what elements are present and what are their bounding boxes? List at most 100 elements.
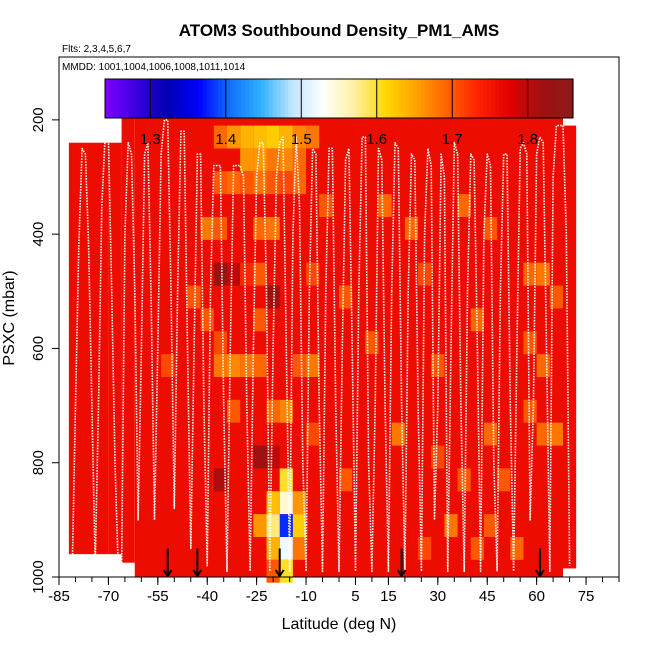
heatmap-cell (213, 262, 227, 286)
heatmap-cell (279, 491, 293, 515)
colorbar-segment (292, 79, 297, 118)
colorbar-segment (183, 79, 188, 118)
colorbar-tick-label: 1.8 (517, 131, 538, 148)
colorbar-segment (264, 79, 270, 118)
heatmap-cell (418, 537, 432, 560)
heatmap-cell (536, 354, 550, 377)
heatmap-cell (240, 125, 254, 149)
colorbar-segment (448, 79, 453, 118)
colorbar-segment (296, 79, 301, 118)
colorbar-segment (167, 79, 172, 118)
flight-track-b (120, 119, 189, 572)
colorbar-segment (108, 79, 114, 118)
heatmap-cell (266, 148, 280, 172)
colorbar-segment (471, 79, 477, 118)
plot-area (68, 102, 577, 583)
colorbar-segment (136, 79, 141, 118)
heatmap-cell (253, 148, 267, 172)
heatmap-cell (457, 468, 471, 492)
heatmap-cell (483, 422, 498, 446)
colorbar-segment (518, 79, 523, 118)
coverage-region (134, 102, 563, 577)
heatmap-cell (549, 422, 563, 446)
heatmap-cell (536, 262, 550, 286)
colorbar-segment (502, 79, 508, 118)
colorbar-segment (253, 79, 258, 118)
heatmap-cell (404, 217, 419, 240)
colorbar-segment (561, 79, 566, 118)
colorbar-segment (452, 79, 457, 118)
colorbar-segment (366, 79, 371, 118)
colorbar-segment (537, 79, 543, 118)
chart-title: ATOM3 Southbound Density_PM1_AMS (179, 21, 500, 40)
colorbar-segment (128, 79, 133, 118)
colorbar-segment (335, 79, 340, 118)
heatmap-cell (292, 171, 307, 195)
heatmap-cell (213, 217, 227, 240)
heatmap-cell (292, 514, 307, 537)
axes: -85 -70 -55 -40 -25 -10 5 15 30 45 60 75 200 400 600 80… (30, 56, 620, 605)
heatmap-cell (306, 262, 320, 286)
colorbar-segment (151, 79, 157, 118)
colorbar-segment (190, 79, 196, 118)
colorbar-segment (440, 79, 445, 118)
colorbar-segment (534, 79, 539, 118)
colorbar-segment (417, 79, 422, 118)
colorbar-segment (120, 79, 126, 118)
y-tick-label: 400 (30, 222, 47, 247)
x-tick-label: -40 (196, 588, 218, 605)
x-tick-label: -10 (295, 588, 317, 605)
heatmap-cell (266, 125, 280, 149)
colorbar-segment (288, 79, 293, 118)
heatmap-cell (444, 514, 458, 537)
colorbar-segment (385, 79, 391, 118)
heatmap-cell (279, 399, 293, 423)
colorbar-segment (463, 79, 469, 118)
heatmap-cell (227, 399, 241, 423)
heatmap-cell (510, 537, 524, 560)
heatmap-cell (306, 422, 320, 446)
colorbar-segment (456, 79, 461, 118)
colorbar-segment (307, 79, 313, 118)
heatmap-cell (213, 354, 227, 377)
colorbar-segment (428, 79, 434, 118)
heatmap-cell (292, 354, 307, 377)
colorbar-segment (202, 79, 207, 118)
colorbar-segment (475, 79, 480, 118)
heatmap-cell (253, 217, 267, 240)
colorbar-segment (245, 79, 250, 118)
latitude-marker-arrowhead (274, 569, 285, 578)
latitude-marker-arrowhead (192, 569, 203, 578)
colorbar-tick-label: 1.6 (366, 131, 387, 148)
dates-subtitle: MMDD: 1001,1004,1006,1008,1011,1014 (62, 62, 246, 73)
heatmap-cell (279, 468, 293, 492)
heatmap-cell (266, 285, 280, 309)
colorbar-segment (553, 79, 558, 118)
heatmap-cell (457, 194, 471, 217)
colorbar-segment (233, 79, 239, 118)
colorbar-segment (530, 79, 535, 118)
colorbar-segment (280, 79, 285, 118)
colorbar-segment (284, 79, 289, 118)
colorbar-segment (214, 79, 219, 118)
heatmap-cell (266, 171, 280, 195)
colorbar-segment (565, 79, 570, 118)
heatmap-cell (200, 217, 214, 240)
colorbar-segment (222, 79, 227, 118)
heatmap-cell (213, 171, 227, 195)
heatmap-cell (292, 491, 307, 515)
colorbar-segment (506, 79, 512, 118)
colorbar-segment (424, 79, 430, 118)
heatmap-cell (187, 285, 201, 309)
heatmap-cell (213, 331, 227, 355)
heatmap-cell (339, 285, 353, 309)
colorbar-segment (346, 79, 352, 118)
colorbar-segment (175, 79, 180, 118)
heatmap-cell (523, 262, 537, 286)
colorbar-segment (495, 79, 500, 118)
y-tick-label: 200 (30, 107, 47, 132)
y-axis-title: PSXC (mbar) (1, 270, 18, 365)
heatmap-cell (279, 148, 293, 172)
colorbar-segment (358, 79, 363, 118)
